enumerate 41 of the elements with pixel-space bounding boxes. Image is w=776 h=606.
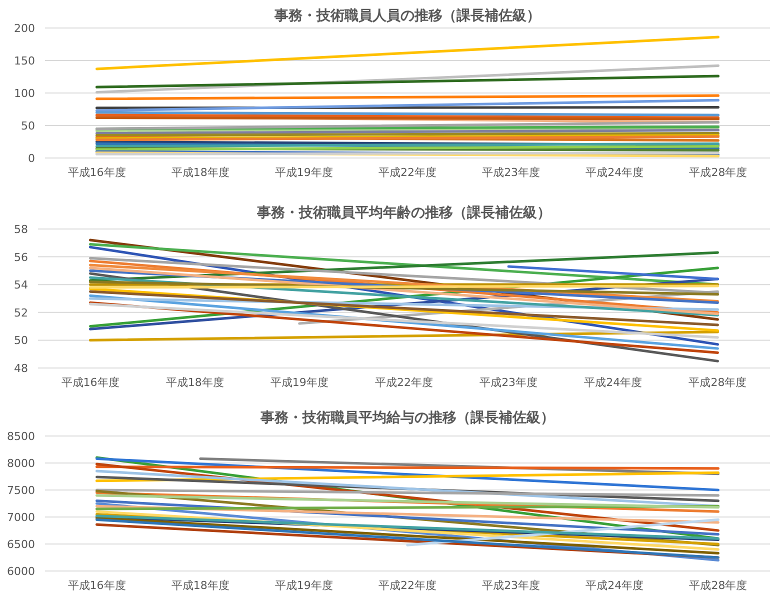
x-tick-label: 平成28年度 bbox=[688, 376, 747, 389]
x-tick-label: 平成24年度 bbox=[586, 166, 644, 179]
x-tick-label: 平成16年度 bbox=[68, 166, 126, 179]
x-tick-label: 平成18年度 bbox=[171, 579, 230, 592]
y-tick-label: 8500 bbox=[7, 430, 35, 443]
y-tick-label: 50 bbox=[21, 120, 35, 132]
y-tick-label: 7500 bbox=[7, 484, 35, 497]
chart-title: 事務・技術職員人員の推移（課長補佐級） bbox=[274, 7, 540, 24]
x-tick-label: 平成16年度 bbox=[61, 376, 120, 389]
x-tick-label: 平成19年度 bbox=[274, 579, 333, 592]
x-tick-label: 平成22年度 bbox=[378, 166, 436, 179]
x-tick-label: 平成24年度 bbox=[586, 579, 644, 592]
x-tick-label: 平成19年度 bbox=[274, 166, 333, 179]
y-tick-label: 0 bbox=[28, 152, 35, 165]
y-tick-label: 6000 bbox=[7, 565, 35, 578]
y-tick-label: 58 bbox=[14, 223, 28, 236]
x-tick-label: 平成28年度 bbox=[689, 166, 748, 179]
x-tick-label: 平成19年度 bbox=[270, 376, 328, 389]
x-tick-label: 平成22年度 bbox=[375, 376, 433, 389]
x-tick-label: 平成18年度 bbox=[166, 376, 224, 389]
y-tick-label: 7000 bbox=[7, 511, 35, 524]
y-tick-label: 52 bbox=[14, 306, 28, 320]
x-tick-label: 平成16年度 bbox=[68, 579, 126, 592]
y-tick-label: 6500 bbox=[7, 538, 35, 551]
chart-title: 事務・技術職員平均年齢の推移（課長補佐級） bbox=[256, 204, 551, 221]
y-tick-label: 56 bbox=[14, 250, 28, 264]
y-tick-label: 150 bbox=[14, 54, 35, 68]
x-tick-label: 平成23年度 bbox=[482, 166, 540, 179]
y-tick-label: 100 bbox=[14, 87, 35, 100]
x-tick-label: 平成23年度 bbox=[480, 376, 538, 389]
y-tick-label: 50 bbox=[14, 334, 28, 348]
x-tick-label: 平成18年度 bbox=[171, 166, 230, 179]
x-tick-label: 平成28年度 bbox=[689, 579, 748, 592]
x-tick-label: 平成24年度 bbox=[584, 376, 642, 389]
y-tick-label: 54 bbox=[14, 278, 28, 292]
y-tick-label: 48 bbox=[14, 362, 28, 375]
y-tick-label: 200 bbox=[14, 22, 35, 35]
chart-title: 事務・技術職員平均給与の推移（課長補佐級） bbox=[260, 409, 554, 426]
x-tick-label: 平成23年度 bbox=[482, 579, 540, 592]
y-tick-label: 8000 bbox=[7, 457, 35, 470]
x-tick-label: 平成22年度 bbox=[378, 579, 436, 592]
